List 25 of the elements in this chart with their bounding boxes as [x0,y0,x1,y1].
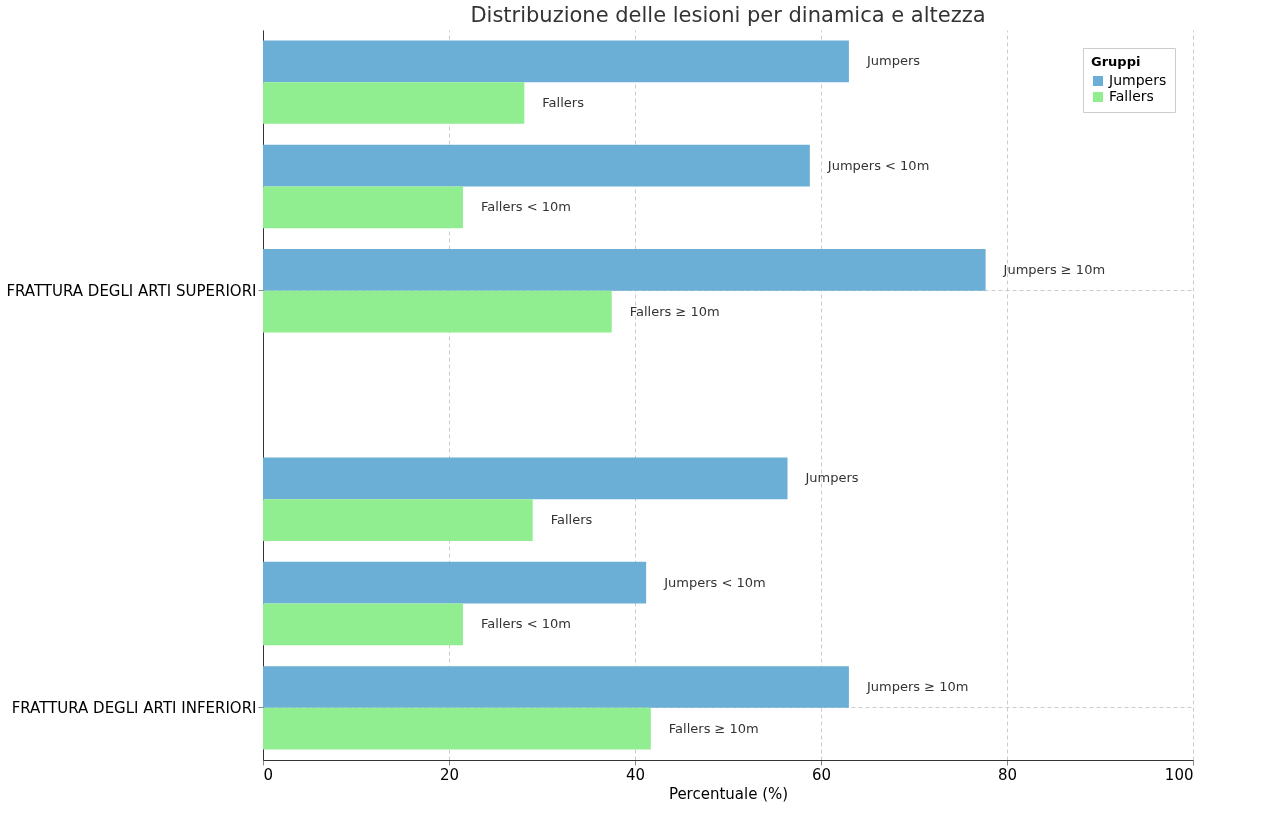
x-tick-label: 100 [1164,765,1194,784]
data-label: Fallers [542,95,585,110]
data-label: Fallers [550,512,593,528]
chart-title: Distribuzione delle lesioni per dinamica e altezza [470,3,986,27]
data-label: Jumpers ≥ 10m [1002,261,1106,277]
data-label: Jumpers < 10m [826,157,930,173]
legend-label: Jumpers [1108,72,1167,88]
data-label: Jumpers [804,470,859,486]
data-label: Jumpers [865,53,921,69]
x-axis-title: Percentuale (%) [668,784,789,803]
legend-title: Gruppi [1091,54,1141,69]
data-label: Fallers ≥ 10m [668,720,759,736]
y-tick-label: FRATTURA DEGLI ARTI SUPERIORI [6,281,257,300]
x-tick-label: 60 [811,765,832,784]
data-label: Fallers < 10m [480,616,571,632]
data-label: Jumpers ≥ 10m [865,679,969,694]
x-tick-label: 80 [997,765,1018,784]
x-tick-label: 40 [625,765,646,784]
data-label: Fallers < 10m [480,199,571,215]
data-label: Jumpers < 10m [663,574,766,590]
legend-label: Fallers [1109,88,1154,104]
data-label: Fallers ≥ 10m [629,303,720,319]
x-tick-label: 0 [263,765,274,784]
y-tick-label: FRATTURA DEGLI ARTI INFERIORI [11,698,257,717]
x-tick-label: 20 [439,765,460,784]
